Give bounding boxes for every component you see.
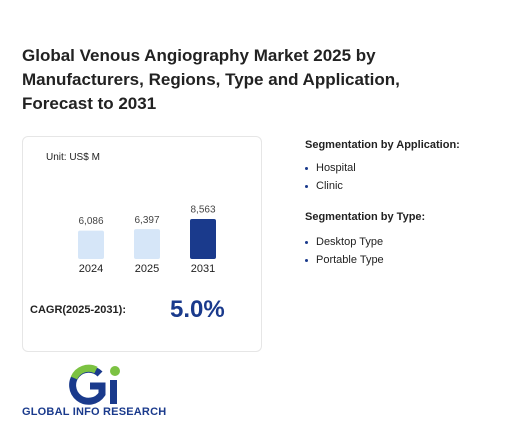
segment-list: Hospital Clinic bbox=[305, 162, 356, 198]
bar bbox=[78, 230, 104, 259]
segment-list: Desktop Type Portable Type bbox=[305, 236, 384, 272]
bar bbox=[134, 229, 160, 259]
value-label: 6,397 bbox=[134, 215, 159, 226]
segment-item: Desktop Type bbox=[305, 236, 384, 254]
logo-text: GLOBAL INFO RESEARCH bbox=[22, 406, 167, 418]
cagr-label: CAGR(2025-2031): bbox=[30, 304, 126, 316]
x-tick-label: 2025 bbox=[135, 263, 159, 275]
logo-shape bbox=[70, 364, 98, 380]
logo-shape bbox=[110, 366, 120, 376]
report-title: Global Venous Angiography Market 2025 by… bbox=[22, 46, 400, 113]
logo-icon bbox=[69, 364, 120, 405]
cagr-value: 5.0% bbox=[170, 296, 225, 323]
bar bbox=[190, 219, 216, 259]
segment-title: Segmentation by Application: bbox=[305, 139, 460, 151]
x-tick-label: 2031 bbox=[191, 263, 215, 275]
x-tick-label: 2024 bbox=[79, 263, 103, 275]
value-label: 8,563 bbox=[190, 205, 215, 216]
segment-item: Clinic bbox=[305, 180, 356, 198]
unit-label: Unit: US$ M bbox=[46, 152, 100, 163]
logo-shape bbox=[110, 380, 117, 404]
segment-item: Portable Type bbox=[305, 254, 384, 272]
value-label: 6,086 bbox=[78, 216, 103, 227]
segment-title: Segmentation by Type: bbox=[305, 211, 426, 223]
chart-card bbox=[22, 136, 262, 352]
segment-item: Hospital bbox=[305, 162, 356, 180]
